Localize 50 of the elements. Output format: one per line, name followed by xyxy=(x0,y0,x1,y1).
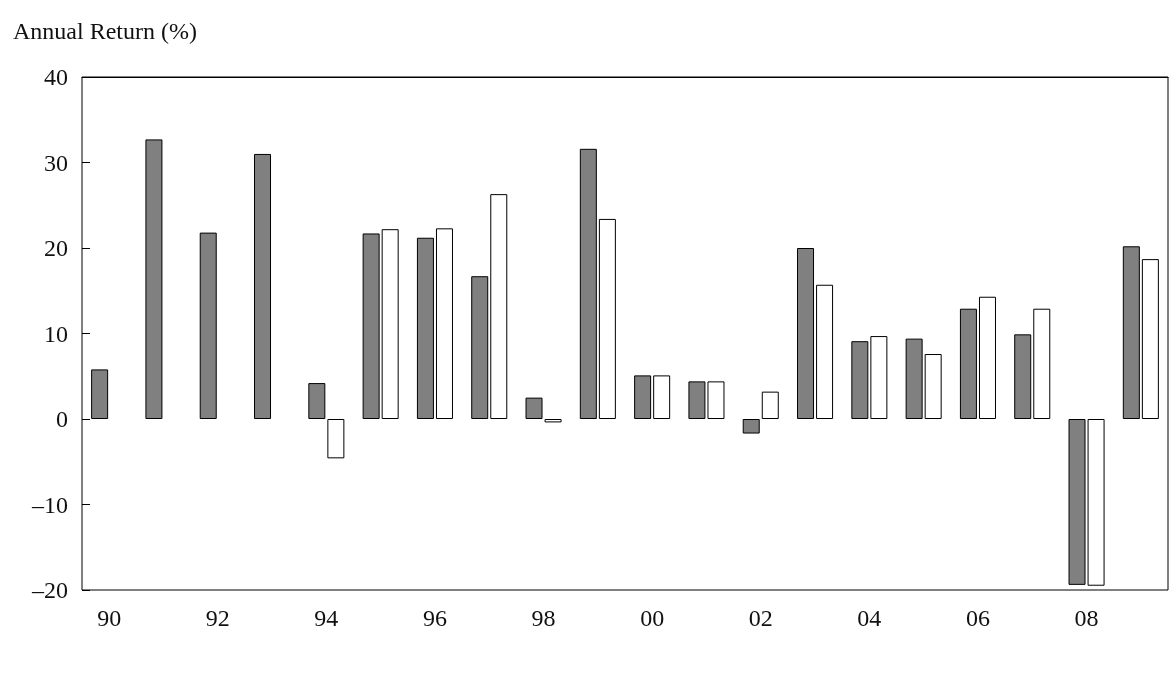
bar xyxy=(905,338,923,419)
x-tick-label: 00 xyxy=(640,605,665,631)
bar xyxy=(1033,308,1051,419)
y-tick-label: 10 xyxy=(44,320,68,347)
x-tick-label: 02 xyxy=(748,605,773,631)
bar xyxy=(978,296,996,419)
x-tick-label: 06 xyxy=(965,605,990,631)
bar xyxy=(544,419,562,423)
bar xyxy=(816,284,834,419)
y-tick-label: 30 xyxy=(44,149,68,176)
x-tick-label: 92 xyxy=(205,605,230,631)
y-tick-label: –10 xyxy=(31,491,68,518)
bar xyxy=(634,375,652,419)
bar xyxy=(254,153,272,419)
bar xyxy=(327,419,345,459)
bar xyxy=(471,276,489,419)
bar xyxy=(579,148,597,419)
bar xyxy=(1014,334,1032,419)
bar xyxy=(91,369,109,419)
bar xyxy=(924,354,942,419)
bar xyxy=(797,248,815,419)
bar xyxy=(742,419,760,434)
x-tick-label: 94 xyxy=(314,605,339,631)
x-tick-label: 96 xyxy=(422,605,447,631)
x-tick-label: 98 xyxy=(531,605,556,631)
y-tick-label: –20 xyxy=(31,577,68,603)
y-tick-label: 0 xyxy=(56,406,68,432)
bar xyxy=(435,228,453,419)
bar xyxy=(525,397,543,419)
x-tick-label: 08 xyxy=(1074,605,1099,631)
bar xyxy=(416,237,434,419)
bar xyxy=(199,232,217,419)
y-tick-label: 20 xyxy=(44,235,68,261)
bar xyxy=(851,341,869,419)
bar xyxy=(1141,259,1159,419)
bar xyxy=(653,375,671,419)
bar xyxy=(959,308,977,419)
x-tick-label: 04 xyxy=(857,605,882,631)
bar xyxy=(381,229,399,419)
bar xyxy=(145,139,163,419)
bar xyxy=(490,194,508,419)
bar xyxy=(598,218,616,419)
bar xyxy=(308,383,326,419)
y-axis-title: Annual Return (%) xyxy=(13,18,197,44)
x-tick-label: 90 xyxy=(97,605,122,631)
y-tick-label: 40 xyxy=(44,64,68,90)
bar xyxy=(870,336,888,419)
bar xyxy=(362,233,380,419)
bar xyxy=(1122,246,1140,419)
bar xyxy=(761,391,779,419)
